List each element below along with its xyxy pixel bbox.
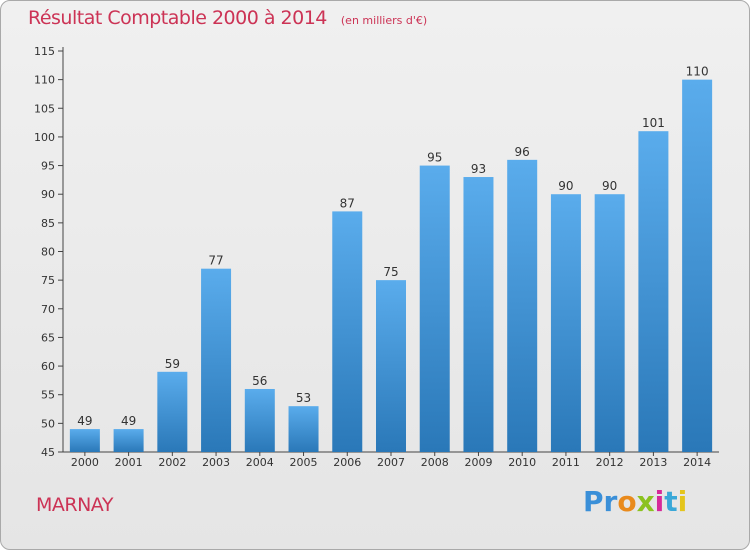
x-tick-label: 2008: [421, 456, 449, 469]
logo-letter: x: [636, 485, 655, 518]
x-tick-label: 2014: [683, 456, 711, 469]
chart-title: Résultat Comptable 2000 à 2014: [28, 7, 327, 29]
data-label: 49: [121, 414, 136, 428]
bar: [69, 429, 100, 452]
data-label: 53: [296, 391, 311, 405]
y-tick-label: 60: [41, 360, 55, 373]
y-tick-label: 100: [34, 131, 55, 144]
data-label: 95: [427, 151, 442, 165]
data-label: 110: [686, 65, 709, 79]
data-label: 87: [340, 196, 355, 210]
data-label: 90: [602, 179, 617, 193]
y-tick-label: 105: [34, 102, 55, 115]
bar: [507, 159, 538, 453]
logo-letter: P: [583, 485, 604, 518]
bar: [376, 280, 406, 452]
y-tick-label: 90: [41, 188, 55, 201]
data-label: 77: [208, 254, 223, 268]
data-label: 101: [642, 116, 665, 130]
data-label: 90: [558, 179, 573, 193]
bar: [638, 131, 669, 452]
logo-letter: o: [617, 485, 637, 518]
bar: [594, 194, 625, 452]
data-label: 93: [471, 162, 486, 176]
y-tick-label: 50: [41, 417, 55, 430]
y-tick-label: 75: [41, 274, 55, 287]
x-tick-label: 2005: [290, 456, 318, 469]
y-tick-label: 85: [41, 217, 55, 230]
proxiti-logo: Proxiti: [583, 485, 687, 518]
title-block: Résultat Comptable 2000 à 2014 (en milli…: [28, 7, 427, 29]
bar: [419, 165, 450, 453]
bar: [244, 388, 275, 452]
bar: [332, 211, 363, 452]
bar: [288, 406, 319, 452]
x-tick-label: 2002: [158, 456, 186, 469]
x-tick-label: 2006: [333, 456, 361, 469]
y-tick-label: 95: [41, 160, 55, 173]
logo-letter: r: [603, 485, 618, 518]
x-tick-label: 2000: [71, 456, 99, 469]
y-tick-label: 65: [41, 331, 55, 344]
x-tick-label: 2013: [639, 456, 667, 469]
x-tick-label: 2009: [464, 456, 492, 469]
bar: [201, 268, 232, 452]
logo-letter: t: [664, 485, 678, 518]
y-tick-label: 55: [41, 389, 55, 402]
bar: [463, 177, 494, 452]
y-tick-label: 110: [34, 74, 55, 87]
bar: [550, 194, 581, 452]
x-tick-label: 2007: [377, 456, 405, 469]
logo-letter: i: [654, 485, 665, 518]
data-label: 49: [77, 414, 92, 428]
y-tick-label: 70: [41, 303, 55, 316]
data-label: 96: [515, 145, 530, 159]
bar: [113, 429, 144, 452]
bar: [157, 371, 188, 452]
x-tick-label: 2003: [202, 456, 230, 469]
data-label: 56: [252, 374, 267, 388]
data-label: 59: [165, 357, 180, 371]
data-label: 75: [383, 265, 398, 279]
y-tick-label: 80: [41, 246, 55, 259]
x-tick-label: 2001: [115, 456, 143, 469]
x-tick-label: 2011: [552, 456, 580, 469]
town-name: MARNAY: [36, 494, 113, 516]
chart-subtitle: (en milliers d'€): [340, 14, 428, 27]
x-tick-label: 2010: [508, 456, 536, 469]
x-tick-label: 2012: [596, 456, 624, 469]
y-tick-label: 45: [41, 446, 55, 459]
bar: [682, 79, 713, 453]
logo-letter: i: [677, 485, 688, 518]
y-tick-label: 115: [34, 45, 55, 58]
x-tick-label: 2004: [246, 456, 274, 469]
